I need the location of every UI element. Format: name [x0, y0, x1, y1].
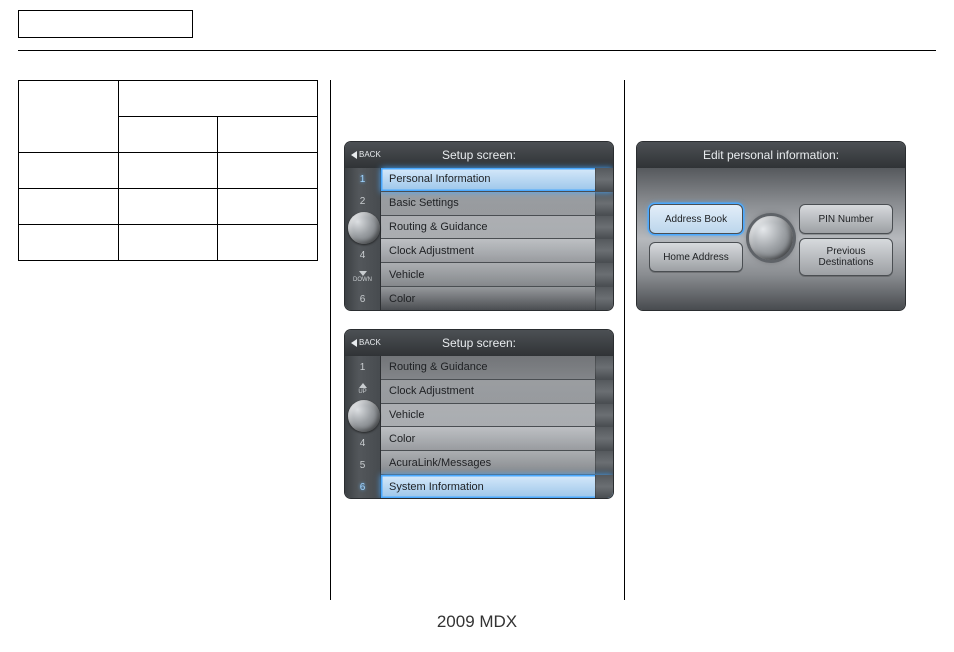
- dial-knob[interactable]: [348, 400, 380, 432]
- screen-header: Edit personal information:: [637, 142, 905, 168]
- screen-title: Setup screen:: [442, 336, 516, 350]
- menu-item-label: AcuraLink/Messages: [389, 457, 491, 469]
- column-divider-2: [624, 80, 625, 600]
- back-label: BACK: [359, 330, 381, 356]
- rail-num: 4: [345, 432, 380, 454]
- rail-num: 1: [345, 356, 380, 378]
- layout-table: [18, 80, 318, 261]
- menu-item-label: Vehicle: [389, 269, 424, 281]
- chevron-up-icon: [359, 383, 367, 388]
- menu-item-label: Clock Adjustment: [389, 385, 474, 397]
- left-rail: 1 UP 4 5 6: [345, 356, 381, 498]
- menu-item-system-information[interactable]: System Information: [381, 475, 613, 498]
- rail-scroll-down[interactable]: DOWN: [345, 266, 380, 288]
- rail-num: 2: [345, 190, 380, 212]
- back-triangle-icon: [351, 151, 357, 159]
- edit-personal-info-screen: Edit personal information: Address Book …: [637, 142, 905, 310]
- menu-item-color[interactable]: Color: [381, 287, 613, 310]
- screen-header: BACK Setup screen:: [345, 142, 613, 168]
- back-label: BACK: [359, 142, 381, 168]
- menu-item-clock-adjustment[interactable]: Clock Adjustment: [381, 239, 613, 263]
- menu-item-routing-guidance[interactable]: Routing & Guidance: [381, 356, 613, 380]
- rail-num: 6: [345, 288, 380, 310]
- menu-item-vehicle[interactable]: Vehicle: [381, 404, 613, 428]
- rail-num: 1: [345, 168, 380, 190]
- down-label: DOWN: [353, 277, 372, 283]
- menu-item-acuralink-messages[interactable]: AcuraLink/Messages: [381, 451, 613, 475]
- chevron-down-icon: [359, 271, 367, 276]
- menu-item-label: Routing & Guidance: [389, 221, 487, 233]
- button-label: Address Book: [665, 214, 727, 225]
- screen-title: Edit personal information:: [703, 148, 839, 162]
- menu-item-label: Color: [389, 433, 415, 445]
- button-label: PIN Number: [818, 214, 873, 225]
- menu-item-label: Personal Information: [389, 173, 491, 185]
- rail-num: 6: [345, 476, 380, 498]
- menu-item-basic-settings[interactable]: Basic Settings: [381, 192, 613, 216]
- menu-item-label: Routing & Guidance: [389, 361, 487, 373]
- rail-num: 5: [345, 454, 380, 476]
- left-rail: 1 2 4 DOWN 6: [345, 168, 381, 310]
- rail-num: 4: [345, 244, 380, 266]
- menu-item-label: Clock Adjustment: [389, 245, 474, 257]
- button-label: Previous Destinations: [818, 246, 873, 268]
- menu-item-label: Vehicle: [389, 409, 424, 421]
- back-button[interactable]: BACK: [351, 330, 381, 356]
- menu-list: Personal Information Basic Settings Rout…: [381, 168, 613, 310]
- menu-item-label: System Information: [389, 481, 484, 493]
- menu-item-personal-information[interactable]: Personal Information: [381, 168, 613, 192]
- button-label: Home Address: [663, 252, 729, 263]
- rail-knob-slot: [345, 212, 380, 244]
- menu-item-label: Color: [389, 293, 415, 305]
- menu-item-vehicle[interactable]: Vehicle: [381, 263, 613, 287]
- menu-item-clock-adjustment[interactable]: Clock Adjustment: [381, 380, 613, 404]
- setup-screen-2: BACK Setup screen: 1 UP 4 5 6 Routing & …: [345, 330, 613, 498]
- page-footer: 2009 MDX: [0, 612, 954, 632]
- dial-knob[interactable]: [348, 212, 380, 244]
- screen-title: Setup screen:: [442, 148, 516, 162]
- address-book-button[interactable]: Address Book: [649, 204, 743, 234]
- page-header-box: [18, 10, 193, 38]
- screen-header: BACK Setup screen:: [345, 330, 613, 356]
- setup-screen-1: BACK Setup screen: 1 2 4 DOWN 6 Personal…: [345, 142, 613, 310]
- home-address-button[interactable]: Home Address: [649, 242, 743, 272]
- back-button[interactable]: BACK: [351, 142, 381, 168]
- top-divider: [18, 50, 936, 51]
- rail-scroll-up[interactable]: UP: [345, 378, 380, 400]
- dial-knob[interactable]: [749, 216, 793, 260]
- back-triangle-icon: [351, 339, 357, 347]
- menu-item-label: Basic Settings: [389, 197, 459, 209]
- column-divider-1: [330, 80, 331, 600]
- menu-list: Routing & Guidance Clock Adjustment Vehi…: [381, 356, 613, 498]
- pin-number-button[interactable]: PIN Number: [799, 204, 893, 234]
- screen-body: Address Book PIN Number Home Address Pre…: [637, 168, 905, 310]
- menu-item-routing-guidance[interactable]: Routing & Guidance: [381, 216, 613, 240]
- menu-item-color[interactable]: Color: [381, 427, 613, 451]
- up-label: UP: [358, 389, 366, 395]
- rail-knob-slot: [345, 400, 380, 432]
- previous-destinations-button[interactable]: Previous Destinations: [799, 238, 893, 276]
